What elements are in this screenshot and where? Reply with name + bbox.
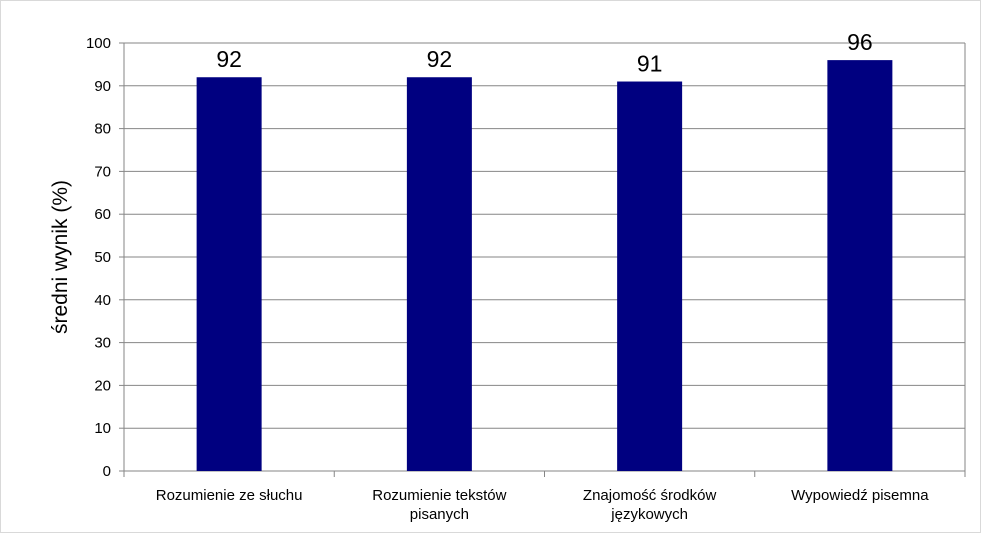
y-tick-label: 0 <box>103 463 111 480</box>
y-tick-label: 80 <box>94 121 111 138</box>
bar <box>617 81 683 472</box>
y-tick-label: 20 <box>94 377 111 394</box>
y-tick-label: 30 <box>94 335 111 352</box>
x-tick-label: językowych <box>610 506 688 523</box>
y-tick-label: 60 <box>94 206 111 223</box>
data-label: 92 <box>216 46 242 72</box>
y-axis-label: średni wynik (%) <box>49 180 72 334</box>
x-tick-label: Rozumienie tekstów <box>372 487 506 504</box>
data-label: 96 <box>847 29 873 55</box>
bar <box>406 77 472 472</box>
bar <box>196 77 262 472</box>
y-tick-label: 50 <box>94 249 111 266</box>
x-tick-label: Wypowiedź pisemna <box>791 487 929 504</box>
x-tick-label: Rozumienie ze słuchu <box>156 487 303 504</box>
bar <box>827 60 893 472</box>
y-tick-label: 100 <box>86 35 111 52</box>
y-tick-label: 40 <box>94 292 111 309</box>
data-label: 92 <box>427 46 453 72</box>
y-tick-label: 70 <box>94 163 111 180</box>
x-tick-label: pisanych <box>410 506 469 523</box>
data-label: 91 <box>637 51 663 77</box>
y-tick-label: 10 <box>94 420 111 437</box>
x-tick-label: Znajomość środków <box>583 487 717 504</box>
y-tick-label: 90 <box>94 78 111 95</box>
